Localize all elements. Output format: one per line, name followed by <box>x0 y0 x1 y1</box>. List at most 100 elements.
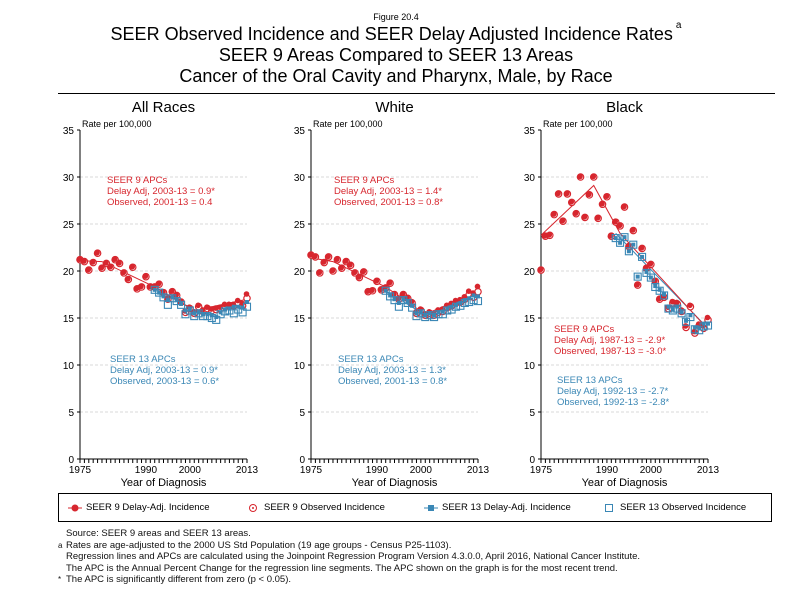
seer13-observed-point <box>660 291 669 300</box>
seer9-delay-adj-point <box>638 245 645 251</box>
seer13-observed-point <box>390 296 399 305</box>
seer9-delay-adj-point <box>647 261 654 267</box>
seer13-observed-point <box>611 234 620 243</box>
x-tick-label: 1990 <box>596 465 619 476</box>
seer13-delay-adj-point <box>179 301 184 306</box>
seer9-delay-adj-point <box>98 264 105 271</box>
seer13-observed-point <box>399 296 408 305</box>
seer9-delay-adj-point <box>85 266 92 273</box>
seer9-delay-adj-point <box>616 222 623 229</box>
seer9-delay-adj-point <box>76 256 83 263</box>
y-tick-label: 15 <box>524 314 536 325</box>
seer9-delay-adj-point <box>120 269 127 276</box>
seer13-delay-adj-point <box>383 288 388 293</box>
seer13-observed-point <box>473 297 483 306</box>
x-tick-label: 2013 <box>467 465 490 476</box>
seer13-observed-point <box>194 309 203 318</box>
seer9-delay-adj-point <box>399 291 406 297</box>
title-rule <box>58 93 775 94</box>
seer13-delay-adj-point <box>392 297 397 302</box>
footnote-text: The APC is significantly different from … <box>66 574 292 586</box>
x-tick-label: 1990 <box>366 465 389 476</box>
seer9-delay-adj-point <box>243 291 250 297</box>
y-tick-label: 25 <box>63 220 75 231</box>
seer13-delay-adj-point <box>454 302 459 307</box>
seer13-delay-adj-point <box>692 325 697 330</box>
seer13-delay-adj-point <box>706 321 710 326</box>
seer9-delay-adj-point <box>550 211 557 217</box>
seer13-apc-annotation: SEER 13 APCs <box>110 354 176 365</box>
y-tick-label: 15 <box>63 314 75 325</box>
seer13-delay-adj-point <box>170 295 175 300</box>
x-tick-label: 2000 <box>179 465 202 476</box>
seer13-observed-point <box>225 306 234 315</box>
seer13-observed-point <box>690 325 699 334</box>
seer13-delay-adj-point <box>223 307 228 312</box>
footnote-text: Source: SEER 9 areas and SEER 13 areas. <box>66 528 251 539</box>
seer13-delay-adj-point <box>622 235 627 240</box>
seer13-observed-point <box>673 304 682 313</box>
seer9-delay-adj-point <box>234 297 241 304</box>
seer9-delay-adj-point <box>342 258 349 264</box>
seer13-delay-adj-point <box>648 275 653 280</box>
footnote: Regression lines and APCs are calculated… <box>66 551 640 563</box>
seer13-delay-adj-point <box>458 300 463 305</box>
seer13-delay-adj-point <box>462 298 467 303</box>
seer9-delay-adj-point <box>687 302 693 309</box>
seer13-delay-adj-point <box>684 318 689 323</box>
seer13-observed-point <box>443 306 452 315</box>
x-tick-label: 2013 <box>236 465 259 476</box>
seer9-delay-adj-point <box>204 304 210 310</box>
y-tick-label: 35 <box>524 126 536 137</box>
seer13-observed-point <box>425 311 434 320</box>
seer9-delay-adj-point <box>546 231 553 238</box>
seer13-observed-point <box>212 315 221 324</box>
seer13-delay-adj-point <box>476 294 480 299</box>
y-tick-label: 30 <box>63 173 75 184</box>
seer13-delay-adj-point <box>613 236 618 241</box>
seer13-observed-point <box>238 308 247 317</box>
seer9-delay-adj-point <box>195 302 201 309</box>
seer9-delay-adj-point <box>682 323 689 329</box>
seer13-observed-point <box>646 273 655 282</box>
seer13-observed-point <box>159 293 168 302</box>
seer13-observed-point <box>394 302 403 311</box>
y-tick-label: 5 <box>529 408 535 419</box>
footnote-text: Regression lines and APCs are calculated… <box>66 551 641 563</box>
seer13-observed-point <box>686 313 695 322</box>
y-tick-label: 10 <box>294 361 306 372</box>
filled-square-marker-icon <box>424 504 438 511</box>
seer9-delay-adj-point <box>669 298 676 305</box>
legend-label: SEER 9 Observed Incidence <box>264 502 385 513</box>
y-tick-label: 25 <box>294 220 306 231</box>
seer13-delay-adj-point <box>209 313 214 318</box>
y-tick-label: 0 <box>299 455 305 466</box>
legend-item-seer13-delay: SEER 13 Delay-Adj. Incidence <box>424 502 593 513</box>
seer9-delay-adj-point <box>568 199 575 205</box>
legend-item-seer9-delay: SEER 9 Delay-Adj. Incidence <box>68 502 237 513</box>
seer9-delay-adj-point <box>142 273 149 279</box>
seer13-delay-adj-point <box>436 310 441 315</box>
y-tick-label: 35 <box>63 126 75 137</box>
seer9-delay-adj-point <box>325 253 331 260</box>
seer13-delay-adj-point <box>701 321 706 326</box>
seer9-apc-annotation: Observed, 2001-13 = 0.4 <box>107 197 212 208</box>
seer13-delay-adj-point <box>201 312 206 317</box>
seer9-apc-annotation: SEER 9 APCs <box>554 324 614 335</box>
seer13-delay-adj-point <box>635 274 640 279</box>
footnote: The APC is the Annual Percent Change for… <box>66 563 640 575</box>
seer13-delay-adj-point <box>449 304 454 309</box>
x-tick-label: 2000 <box>410 465 433 476</box>
seer13-delay-adj-point <box>236 304 241 309</box>
seer9-delay-adj-point <box>373 278 380 284</box>
seer13-delay-adj-point <box>187 307 192 312</box>
seer9-delay-adj-point <box>125 276 131 282</box>
seer9-delay-adj-point <box>542 232 548 239</box>
x-tick-label: 2000 <box>640 465 663 476</box>
seer13-apc-annotation: SEER 13 APCs <box>557 375 623 386</box>
seer13-delay-adj-point <box>662 292 667 297</box>
seer9-delay-adj-point <box>351 269 358 276</box>
seer9-apc-annotation: Delay Adj, 2003-13 = 1.4* <box>334 186 442 197</box>
seer13-observed-point <box>668 306 677 315</box>
